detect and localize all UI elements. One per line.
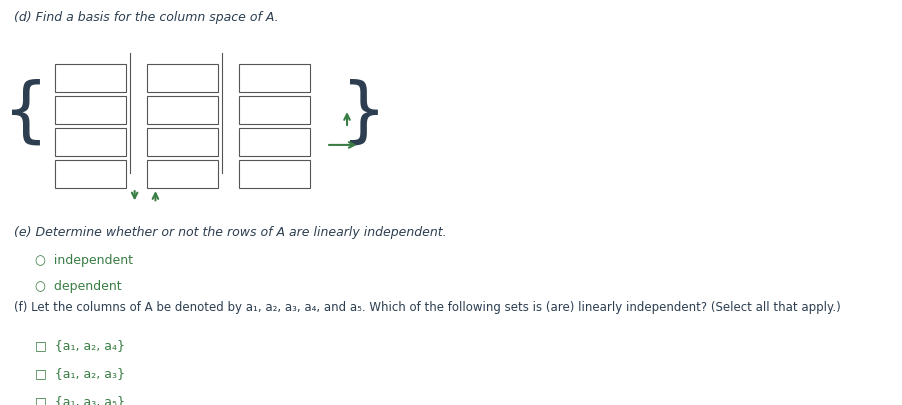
Text: □  {a₁, a₂, a₃}: □ {a₁, a₂, a₃} [34,367,124,380]
FancyBboxPatch shape [56,160,126,188]
Text: ○  independent: ○ independent [34,254,133,267]
Text: □  {a₁, a₃, a₅}: □ {a₁, a₃, a₅} [34,395,124,405]
FancyBboxPatch shape [147,96,218,124]
Text: (f) Let the columns of A be denoted by a₁, a₂, a₃, a₄, and a₅. Which of the foll: (f) Let the columns of A be denoted by a… [14,301,841,314]
FancyBboxPatch shape [147,160,218,188]
Text: □  {a₁, a₂, a₄}: □ {a₁, a₂, a₄} [34,339,124,352]
FancyBboxPatch shape [56,64,126,92]
FancyBboxPatch shape [56,96,126,124]
FancyBboxPatch shape [239,160,309,188]
Text: (d) Find a basis for the column space of A.: (d) Find a basis for the column space of… [14,11,279,24]
Text: }: } [341,79,387,147]
FancyBboxPatch shape [239,128,309,156]
Text: (e) Determine whether or not the rows of A are linearly independent.: (e) Determine whether or not the rows of… [14,226,446,239]
Text: {: { [4,79,50,147]
FancyBboxPatch shape [239,96,309,124]
Text: ○  dependent: ○ dependent [34,280,121,294]
FancyBboxPatch shape [56,128,126,156]
FancyBboxPatch shape [147,128,218,156]
FancyBboxPatch shape [239,64,309,92]
FancyBboxPatch shape [147,64,218,92]
